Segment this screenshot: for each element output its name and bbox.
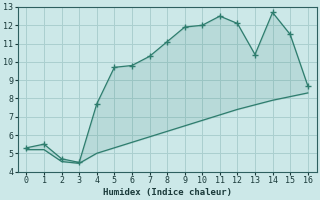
X-axis label: Humidex (Indice chaleur): Humidex (Indice chaleur) (103, 188, 232, 197)
